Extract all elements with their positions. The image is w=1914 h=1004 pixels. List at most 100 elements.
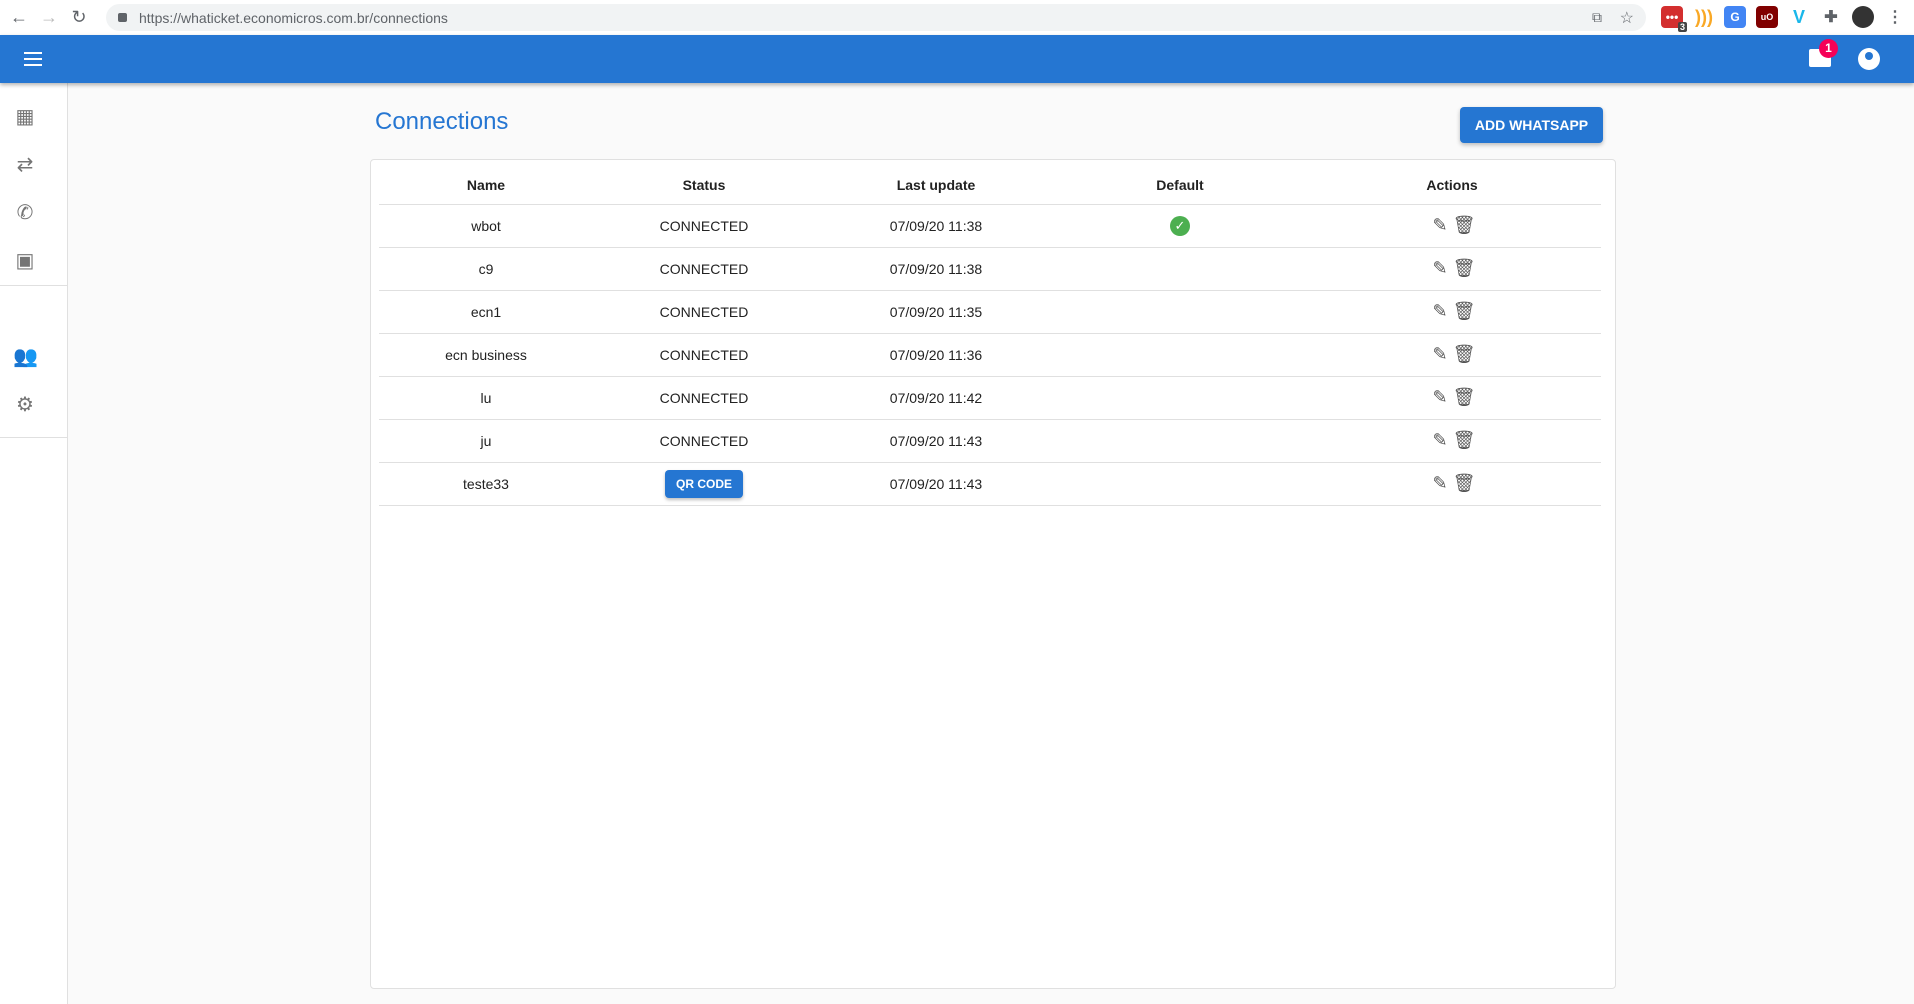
status-text: CONNECTED bbox=[659, 432, 749, 449]
status-cell: CONNECTED bbox=[593, 376, 815, 420]
status-cell: QR CODE bbox=[593, 462, 815, 506]
status-text: CONNECTED bbox=[659, 217, 749, 234]
rss-icon[interactable]: ))) bbox=[1695, 6, 1713, 27]
table-row: teste33 QR CODE 07/09/20 11:43 ✎ 🗑 bbox=[379, 462, 1601, 506]
table-row: c9 CONNECTED 07/09/20 11:38 ✎ 🗑 bbox=[379, 247, 1601, 291]
connection-name: teste33 bbox=[379, 462, 593, 506]
table-row: ju CONNECTED 07/09/20 11:43 ✎ 🗑 bbox=[379, 419, 1601, 463]
table-row: wbot CONNECTED 07/09/20 11:38 ✓ ✎ 🗑 bbox=[379, 204, 1601, 248]
menu-icon[interactable] bbox=[24, 52, 42, 70]
column-header-default: Default bbox=[1057, 166, 1303, 205]
last-update: 07/09/20 11:35 bbox=[815, 290, 1057, 334]
connections-table: Name Status Last update Default Actions … bbox=[379, 166, 1601, 506]
dashboard-icon[interactable]: ▦ bbox=[15, 106, 35, 128]
default-cell bbox=[1057, 290, 1303, 334]
edit-icon[interactable]: ✎ bbox=[1432, 258, 1448, 278]
actions-cell: ✎ 🗑 bbox=[1303, 204, 1601, 248]
chat-icon[interactable]: 1 bbox=[1809, 39, 1838, 67]
url-text: https://whaticket.economicros.com.br/con… bbox=[139, 9, 448, 26]
connection-name: lu bbox=[379, 376, 593, 420]
table-row: ecn business CONNECTED 07/09/20 11:36 ✎ 🗑 bbox=[379, 333, 1601, 377]
default-cell bbox=[1057, 247, 1303, 291]
lock-icon bbox=[118, 13, 127, 22]
status-cell: CONNECTED bbox=[593, 333, 815, 377]
status-cell: CONNECTED bbox=[593, 290, 815, 334]
connection-name: ecn business bbox=[379, 333, 593, 377]
default-cell bbox=[1057, 376, 1303, 420]
connection-name: ju bbox=[379, 419, 593, 463]
actions-cell: ✎ 🗑 bbox=[1303, 290, 1601, 334]
connection-name: c9 bbox=[379, 247, 593, 291]
table-row: ecn1 CONNECTED 07/09/20 11:35 ✎ 🗑 bbox=[379, 290, 1601, 334]
status-cell: CONNECTED bbox=[593, 247, 815, 291]
page-title: Connections bbox=[375, 108, 509, 135]
delete-icon[interactable]: 🗑 bbox=[1452, 215, 1476, 235]
app-bar: 1 bbox=[0, 35, 1914, 83]
status-cell: CONNECTED bbox=[593, 204, 815, 248]
menu-dots-icon[interactable]: ⋮ bbox=[1887, 9, 1903, 26]
actions-cell: ✎ 🗑 bbox=[1303, 247, 1601, 291]
last-update: 07/09/20 11:43 bbox=[815, 419, 1057, 463]
puzzle-icon[interactable]: ✚ bbox=[1824, 9, 1838, 26]
default-cell: ✓ bbox=[1057, 204, 1303, 248]
last-update: 07/09/20 11:38 bbox=[815, 247, 1057, 291]
default-cell bbox=[1057, 333, 1303, 377]
column-header-name: Name bbox=[379, 166, 593, 205]
users-icon[interactable]: 👥 bbox=[13, 346, 38, 368]
edit-icon[interactable]: ✎ bbox=[1432, 430, 1448, 450]
delete-icon[interactable]: 🗑 bbox=[1452, 344, 1476, 364]
column-header-actions: Actions bbox=[1303, 166, 1601, 205]
edit-icon[interactable]: ✎ bbox=[1432, 473, 1448, 493]
edit-icon[interactable]: ✎ bbox=[1432, 344, 1448, 364]
actions-cell: ✎ 🗑 bbox=[1303, 376, 1601, 420]
last-update: 07/09/20 11:43 bbox=[815, 462, 1057, 506]
google-translate-icon[interactable]: G bbox=[1724, 6, 1746, 28]
delete-icon[interactable]: 🗑 bbox=[1452, 258, 1476, 278]
connections-table-container: Name Status Last update Default Actions … bbox=[370, 159, 1616, 989]
browser-toolbar: ← → ↻ https://whaticket.economicros.com.… bbox=[0, 0, 1914, 35]
edit-icon[interactable]: ✎ bbox=[1432, 215, 1448, 235]
default-cell bbox=[1057, 462, 1303, 506]
last-update: 07/09/20 11:42 bbox=[815, 376, 1057, 420]
settings-icon[interactable]: ⚙ bbox=[16, 394, 34, 416]
qr-code-button[interactable]: QR CODE bbox=[664, 469, 743, 498]
default-cell bbox=[1057, 419, 1303, 463]
connection-name: ecn1 bbox=[379, 290, 593, 334]
delete-icon[interactable]: 🗑 bbox=[1452, 387, 1476, 407]
forward-icon[interactable]: → bbox=[40, 7, 58, 27]
edit-icon[interactable]: ✎ bbox=[1432, 301, 1448, 321]
last-update: 07/09/20 11:36 bbox=[815, 333, 1057, 377]
check-circle-icon: ✓ bbox=[1170, 215, 1190, 236]
status-text: CONNECTED bbox=[659, 346, 749, 363]
delete-icon[interactable]: 🗑 bbox=[1452, 430, 1476, 450]
account-icon[interactable] bbox=[1858, 48, 1880, 70]
delete-icon[interactable]: 🗑 bbox=[1452, 473, 1476, 493]
add-whatsapp-button[interactable]: ADD WHATSAPP bbox=[1460, 107, 1603, 143]
status-cell: CONNECTED bbox=[593, 419, 815, 463]
last-update: 07/09/20 11:38 bbox=[815, 204, 1057, 248]
ublock-icon[interactable]: uO bbox=[1756, 6, 1778, 28]
contacts-icon[interactable]: ▣ bbox=[15, 250, 35, 272]
sidebar-divider bbox=[0, 285, 68, 286]
whatsapp-icon[interactable]: ✆ bbox=[16, 202, 34, 224]
edit-icon[interactable]: ✎ bbox=[1432, 387, 1448, 407]
sidebar: ▦ ⇄ ✆ ▣ 👥 ⚙ bbox=[0, 83, 68, 1004]
status-text: CONNECTED bbox=[659, 260, 749, 277]
vimeo-icon[interactable]: V bbox=[1792, 6, 1805, 27]
status-text: CONNECTED bbox=[659, 303, 749, 320]
table-row: lu CONNECTED 07/09/20 11:42 ✎ 🗑 bbox=[379, 376, 1601, 420]
star-icon[interactable]: ☆ bbox=[1619, 9, 1634, 27]
connection-name: wbot bbox=[379, 204, 593, 248]
actions-cell: ✎ 🗑 bbox=[1303, 419, 1601, 463]
extension-lastpass-icon[interactable]: ••• 3 bbox=[1661, 6, 1687, 32]
actions-cell: ✎ 🗑 bbox=[1303, 333, 1601, 377]
back-icon[interactable]: ← bbox=[10, 7, 28, 27]
reload-icon[interactable]: ↻ bbox=[71, 7, 87, 27]
address-bar[interactable]: https://whaticket.economicros.com.br/con… bbox=[106, 4, 1646, 31]
sidebar-divider bbox=[0, 437, 68, 438]
delete-icon[interactable]: 🗑 bbox=[1452, 301, 1476, 321]
translate-icon[interactable]: ⧉ bbox=[1592, 9, 1602, 25]
tickets-swap-icon[interactable]: ⇄ bbox=[16, 154, 34, 176]
profile-avatar[interactable] bbox=[1852, 6, 1874, 28]
notification-badge: 1 bbox=[1819, 39, 1838, 58]
